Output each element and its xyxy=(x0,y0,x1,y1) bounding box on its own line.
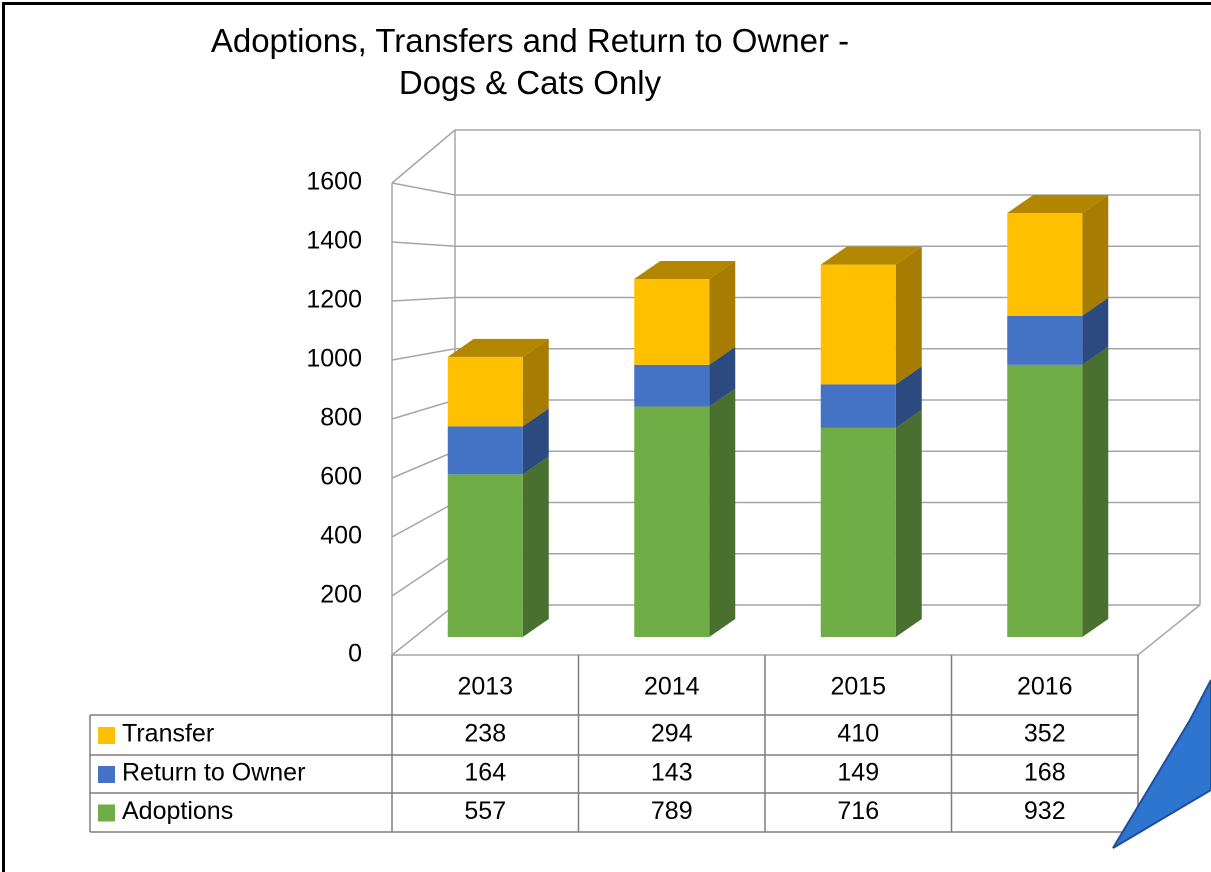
x-tick-label: 2015 xyxy=(830,673,886,701)
grid-line xyxy=(391,241,1200,247)
bar xyxy=(1007,212,1083,316)
bar-side xyxy=(709,388,736,637)
legend-label: Return to Owner xyxy=(122,759,305,787)
bar-side xyxy=(895,409,922,637)
bar-top xyxy=(1007,194,1109,213)
bar xyxy=(1007,315,1083,365)
x-tick-label: 2016 xyxy=(1017,673,1073,701)
y-tick-label: 600 xyxy=(320,463,362,491)
y-tick-label: 1000 xyxy=(306,345,362,373)
bar xyxy=(1007,364,1083,637)
y-tick-label: 400 xyxy=(320,522,362,550)
grid-line xyxy=(391,348,1200,361)
table-value: 294 xyxy=(651,720,693,748)
table-value: 143 xyxy=(651,759,693,787)
bar-top xyxy=(820,246,922,265)
bar xyxy=(447,426,523,475)
table-value: 164 xyxy=(464,759,506,787)
bar-side xyxy=(709,346,736,407)
bar-top xyxy=(634,260,736,279)
table-value: 789 xyxy=(651,797,693,825)
table-value: 557 xyxy=(464,797,506,825)
legend-label: Transfer xyxy=(122,720,214,748)
bar-side xyxy=(895,246,922,385)
table-value: 149 xyxy=(837,759,879,787)
legend-swatch xyxy=(98,727,115,744)
bar xyxy=(447,356,523,427)
grid-line xyxy=(391,182,1200,196)
table-value: 352 xyxy=(1024,720,1066,748)
bar-side xyxy=(522,338,549,427)
bar xyxy=(447,474,523,637)
table-value: 410 xyxy=(837,720,879,748)
callout xyxy=(1112,679,1211,849)
bar-side xyxy=(522,408,549,475)
y-tick-label: 1400 xyxy=(306,227,362,255)
x-tick-label: 2014 xyxy=(644,673,700,701)
bar-side xyxy=(522,456,549,637)
bar-top xyxy=(447,338,549,357)
y-tick-label: 0 xyxy=(348,640,362,668)
bar-side xyxy=(1082,297,1109,365)
grid-line xyxy=(391,296,1200,302)
y-tick-label: 1600 xyxy=(306,168,362,196)
legend-swatch xyxy=(98,804,115,822)
legend-label: Adoptions xyxy=(122,797,233,825)
bar-side xyxy=(709,260,736,365)
table-value: 168 xyxy=(1024,759,1066,787)
bar xyxy=(634,278,710,365)
y-tick-label: 200 xyxy=(320,581,362,609)
table-value: 238 xyxy=(464,720,506,748)
table-value: 932 xyxy=(1024,797,1066,825)
side-wall-edge xyxy=(391,129,456,184)
bar xyxy=(820,264,896,385)
bar-side xyxy=(1082,346,1109,637)
chart-title: Adoptions, Transfers and Return to Owner… xyxy=(210,22,850,101)
table-value: 716 xyxy=(837,797,879,825)
bar xyxy=(634,364,710,407)
bar xyxy=(820,427,896,637)
x-tick-label: 2013 xyxy=(457,673,513,701)
bar-side xyxy=(895,366,922,428)
bar-side xyxy=(1082,194,1109,316)
y-tick-label: 1200 xyxy=(306,286,362,314)
legend-swatch xyxy=(98,766,115,783)
bar xyxy=(820,384,896,428)
y-tick-label: 800 xyxy=(320,404,362,432)
bar xyxy=(634,406,710,637)
